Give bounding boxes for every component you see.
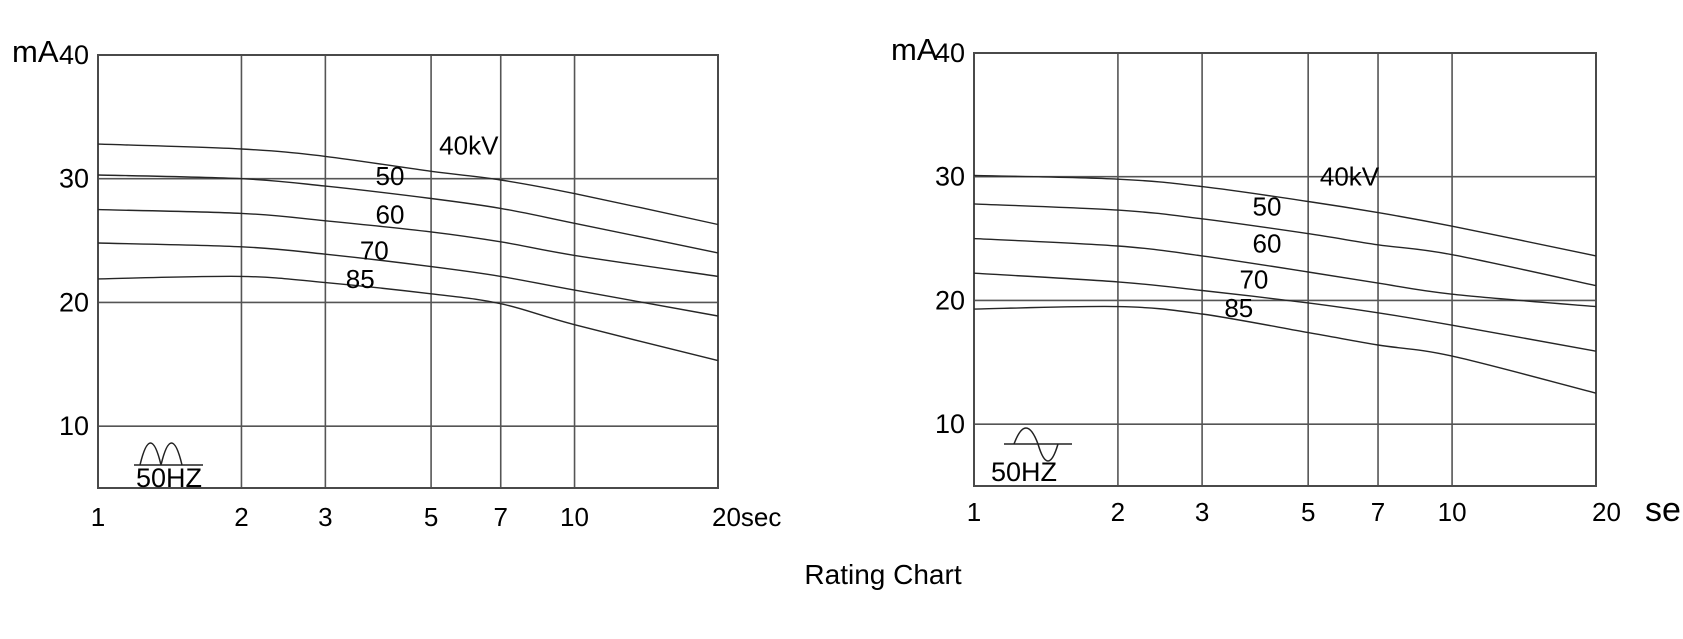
x-tick-label-2: 2 <box>234 502 248 532</box>
x-tick-label-5: 5 <box>424 502 438 532</box>
sine-wave-icon <box>1004 427 1072 462</box>
curve-60kV <box>97 208 719 278</box>
y-axis-label: mA <box>891 32 938 67</box>
frequency-label: 50HZ <box>991 457 1057 487</box>
plot-border <box>973 52 1597 487</box>
y-tick-label-30: 30 <box>935 162 965 192</box>
curve-40kV <box>973 174 1597 257</box>
y-tick-label-40: 40 <box>59 40 89 70</box>
y-tick-label-10: 10 <box>59 411 89 441</box>
curve-label-40kV: 40kV <box>1320 162 1380 192</box>
x-tick-label-3: 3 <box>318 502 332 532</box>
x-tick-label-10: 10 <box>560 502 589 532</box>
x-tick-label-1: 1 <box>967 497 981 527</box>
y-tick-label-10: 10 <box>935 409 965 439</box>
x-tick-label-3: 3 <box>1195 497 1209 527</box>
x-tick-label-1: 1 <box>91 502 105 532</box>
frequency-label: 50HZ <box>136 463 202 493</box>
curve-70kV <box>973 272 1597 352</box>
x-tick-label-2: 2 <box>1111 497 1125 527</box>
y-tick-label-20: 20 <box>59 287 89 317</box>
figure-title: Rating Chart <box>804 559 962 590</box>
x-tick-label-20sec: 20sec <box>712 502 781 532</box>
curve-60kV <box>973 237 1597 308</box>
y-axis-label: mA <box>12 34 59 69</box>
curve-label-50kV: 50 <box>1253 191 1282 221</box>
curve-label-85kV: 85 <box>346 264 375 294</box>
y-tick-label-40: 40 <box>935 38 965 68</box>
curve-label-40kV: 40kV <box>439 130 499 160</box>
curve-50kV <box>97 174 719 254</box>
plot-border <box>97 54 719 489</box>
curve-label-85kV: 85 <box>1224 293 1253 323</box>
curve-85kV <box>973 305 1597 394</box>
x-tick-label-5: 5 <box>1301 497 1315 527</box>
curve-label-60kV: 60 <box>376 200 405 230</box>
x-tick-label-7: 7 <box>493 502 507 532</box>
curve-label-70kV: 70 <box>360 236 389 266</box>
y-tick-label-20: 20 <box>935 285 965 315</box>
x-tick-label-20: 20 <box>1592 497 1621 527</box>
x-tick-label-10: 10 <box>1438 497 1467 527</box>
curve-50kV <box>973 203 1597 287</box>
y-tick-label-30: 30 <box>59 164 89 194</box>
full-wave-rectified-icon <box>134 442 203 466</box>
curve-70kV <box>97 242 719 317</box>
x-axis-unit-label: se <box>1645 491 1681 529</box>
curve-label-60kV: 60 <box>1253 229 1282 259</box>
curve-label-50kV: 50 <box>376 161 405 191</box>
curve-40kV <box>97 143 719 226</box>
curve-85kV <box>97 275 719 362</box>
curve-label-70kV: 70 <box>1239 264 1268 294</box>
x-tick-label-7: 7 <box>1371 497 1385 527</box>
